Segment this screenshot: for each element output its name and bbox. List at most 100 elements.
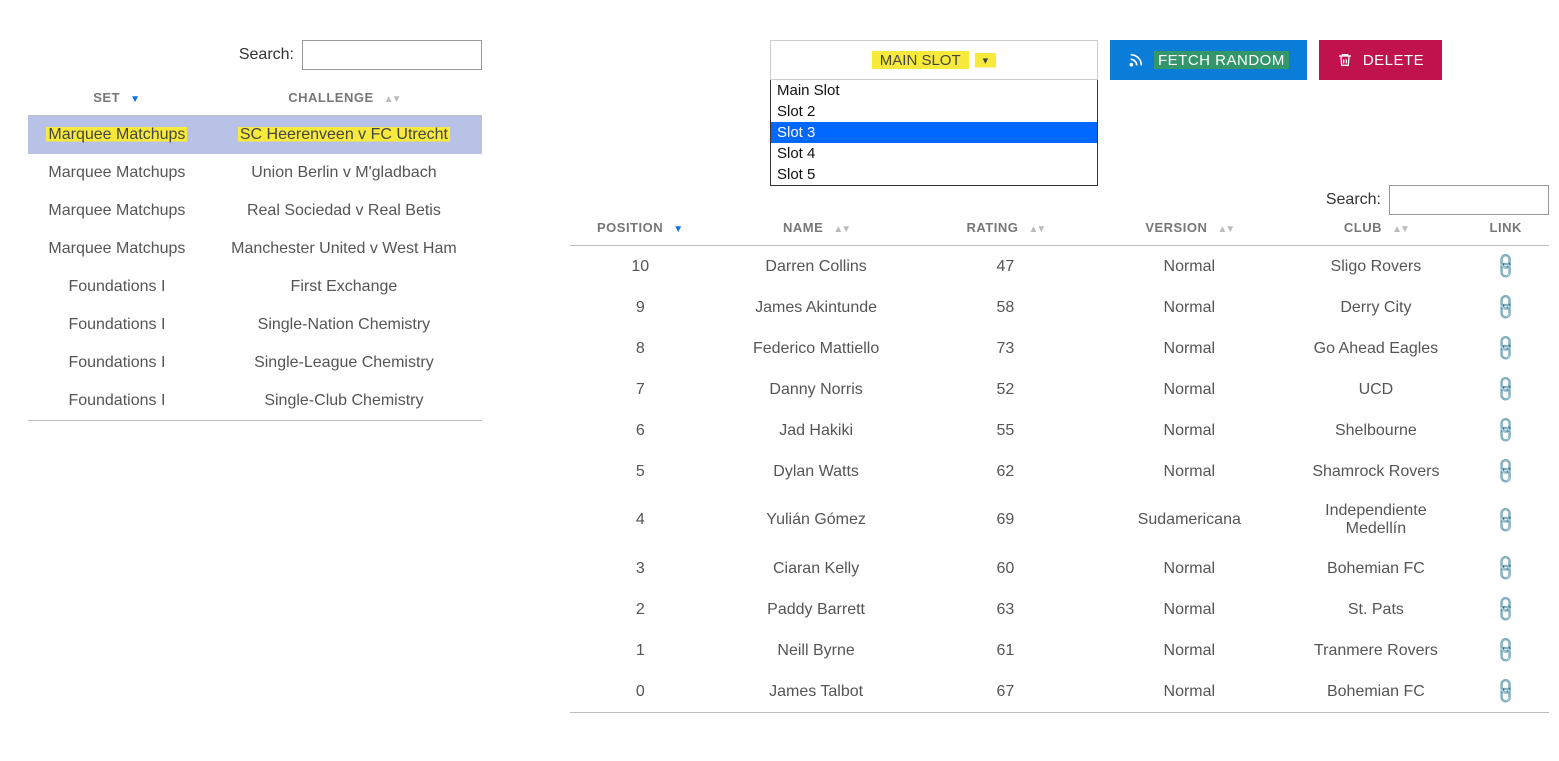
cell-rating: 60 (922, 548, 1090, 589)
slot-option[interactable]: Slot 4 (771, 143, 1097, 164)
cell-challenge: First Exchange (206, 268, 482, 306)
players-table: Position ▼ Name ▲▼ Rating ▲▼ Version ▲▼ (570, 210, 1549, 713)
cell-name: Jad Hakiki (711, 410, 922, 451)
table-row[interactable]: Foundations IFirst Exchange (28, 268, 482, 306)
cell-link: 🔗 (1462, 451, 1549, 492)
table-row[interactable]: 2Paddy Barrett63NormalSt. Pats🔗 (570, 589, 1549, 630)
table-row[interactable]: 7Danny Norris52NormalUCD🔗 (570, 369, 1549, 410)
challenges-col-challenge[interactable]: Challenge ▲▼ (206, 80, 482, 116)
cell-link: 🔗 (1462, 492, 1549, 548)
cell-club: Derry City (1289, 287, 1462, 328)
link-icon[interactable]: 🔗 (1490, 553, 1521, 584)
slot-dropdown-button[interactable]: MAIN SLOT ▾ (770, 40, 1098, 80)
players-col-link[interactable]: Link (1462, 210, 1549, 246)
table-row[interactable]: Marquee MatchupsUnion Berlin v M'gladbac… (28, 154, 482, 192)
slot-dropdown-menu[interactable]: Main SlotSlot 2Slot 3Slot 4Slot 5 (770, 80, 1098, 186)
cell-version: Normal (1089, 369, 1289, 410)
cell-club: St. Pats (1289, 589, 1462, 630)
table-row[interactable]: 0James Talbot67NormalBohemian FC🔗 (570, 671, 1549, 713)
cell-set: Marquee Matchups (28, 154, 206, 192)
cell-set: Foundations I (28, 306, 206, 344)
cell-rating: 47 (922, 246, 1090, 288)
link-icon[interactable]: 🔗 (1490, 594, 1521, 625)
players-col-club[interactable]: Club ▲▼ (1289, 210, 1462, 246)
cell-name: Neill Byrne (711, 630, 922, 671)
table-row[interactable]: Foundations ISingle-Nation Chemistry (28, 306, 482, 344)
cell-version: Normal (1089, 548, 1289, 589)
table-row[interactable]: 8Federico Mattiello73NormalGo Ahead Eagl… (570, 328, 1549, 369)
table-row[interactable]: 4Yulián Gómez69SudamericanaIndependiente… (570, 492, 1549, 548)
slot-option[interactable]: Main Slot (771, 80, 1097, 101)
challenges-panel: Search: Set ▼ Challenge ▲▼ Marquee Match… (0, 0, 510, 761)
link-icon[interactable]: 🔗 (1490, 292, 1521, 323)
table-row[interactable]: 3Ciaran Kelly60NormalBohemian FC🔗 (570, 548, 1549, 589)
link-icon[interactable]: 🔗 (1490, 333, 1521, 364)
table-row[interactable]: 6Jad Hakiki55NormalShelbourne🔗 (570, 410, 1549, 451)
app-root: Search: Set ▼ Challenge ▲▼ Marquee Match… (0, 0, 1559, 761)
cell-version: Normal (1089, 246, 1289, 288)
challenges-search-input[interactable] (302, 40, 482, 70)
players-col-position[interactable]: Position ▼ (570, 210, 711, 246)
cell-club: UCD (1289, 369, 1462, 410)
cell-club: Go Ahead Eagles (1289, 328, 1462, 369)
players-col-version[interactable]: Version ▲▼ (1089, 210, 1289, 246)
cell-club: Tranmere Rovers (1289, 630, 1462, 671)
cell-link: 🔗 (1462, 671, 1549, 713)
cell-rating: 61 (922, 630, 1090, 671)
cell-position: 9 (570, 287, 711, 328)
cell-name: Paddy Barrett (711, 589, 922, 630)
delete-button[interactable]: DELETE (1319, 40, 1442, 80)
cell-link: 🔗 (1462, 328, 1549, 369)
table-row[interactable]: 10Darren Collins47NormalSligo Rovers🔗 (570, 246, 1549, 288)
table-row[interactable]: 5Dylan Watts62NormalShamrock Rovers🔗 (570, 451, 1549, 492)
cell-version: Normal (1089, 451, 1289, 492)
col-link-label: Link (1490, 220, 1522, 235)
sort-both-icon: ▲▼ (1029, 224, 1045, 235)
link-icon[interactable]: 🔗 (1490, 456, 1521, 487)
players-panel: MAIN SLOT ▾ Main SlotSlot 2Slot 3Slot 4S… (510, 0, 1559, 761)
sort-both-icon: ▲▼ (384, 94, 400, 105)
cell-set: Marquee Matchups (28, 192, 206, 230)
challenges-table: Set ▼ Challenge ▲▼ Marquee MatchupsSC He… (28, 80, 482, 421)
cell-set: Foundations I (28, 382, 206, 421)
cell-name: Ciaran Kelly (711, 548, 922, 589)
link-icon[interactable]: 🔗 (1490, 415, 1521, 446)
cell-set: Foundations I (28, 344, 206, 382)
slot-option[interactable]: Slot 2 (771, 101, 1097, 122)
table-row[interactable]: 1Neill Byrne61NormalTranmere Rovers🔗 (570, 630, 1549, 671)
players-col-rating[interactable]: Rating ▲▼ (922, 210, 1090, 246)
table-row[interactable]: Foundations ISingle-Club Chemistry (28, 382, 482, 421)
table-row[interactable]: 9James Akintunde58NormalDerry City🔗 (570, 287, 1549, 328)
sort-desc-icon: ▼ (130, 94, 140, 105)
link-icon[interactable]: 🔗 (1490, 676, 1521, 707)
table-row[interactable]: Marquee MatchupsReal Sociedad v Real Bet… (28, 192, 482, 230)
cell-club: Shamrock Rovers (1289, 451, 1462, 492)
cell-position: 6 (570, 410, 711, 451)
col-version-label: Version (1145, 220, 1207, 235)
sort-both-icon: ▲▼ (833, 224, 849, 235)
cell-rating: 52 (922, 369, 1090, 410)
cell-position: 0 (570, 671, 711, 713)
challenges-col-set[interactable]: Set ▼ (28, 80, 206, 116)
link-icon[interactable]: 🔗 (1490, 374, 1521, 405)
table-row[interactable]: Marquee MatchupsSC Heerenveen v FC Utrec… (28, 116, 482, 155)
sort-desc-icon: ▼ (673, 224, 683, 235)
link-icon[interactable]: 🔗 (1490, 251, 1521, 282)
cell-challenge: Single-League Chemistry (206, 344, 482, 382)
col-set-label: Set (93, 90, 120, 105)
link-icon[interactable]: 🔗 (1490, 635, 1521, 666)
slot-option[interactable]: Slot 5 (771, 164, 1097, 185)
cell-version: Sudamericana (1089, 492, 1289, 548)
slot-option[interactable]: Slot 3 (771, 122, 1097, 143)
table-row[interactable]: Foundations ISingle-League Chemistry (28, 344, 482, 382)
cell-name: Dylan Watts (711, 451, 922, 492)
link-icon[interactable]: 🔗 (1490, 505, 1521, 536)
cell-link: 🔗 (1462, 287, 1549, 328)
cell-name: James Akintunde (711, 287, 922, 328)
cell-name: Yulián Gómez (711, 492, 922, 548)
cell-position: 8 (570, 328, 711, 369)
players-col-name[interactable]: Name ▲▼ (711, 210, 922, 246)
fetch-random-button[interactable]: FETCH RANDOM (1110, 40, 1307, 80)
cell-rating: 63 (922, 589, 1090, 630)
table-row[interactable]: Marquee MatchupsManchester United v West… (28, 230, 482, 268)
